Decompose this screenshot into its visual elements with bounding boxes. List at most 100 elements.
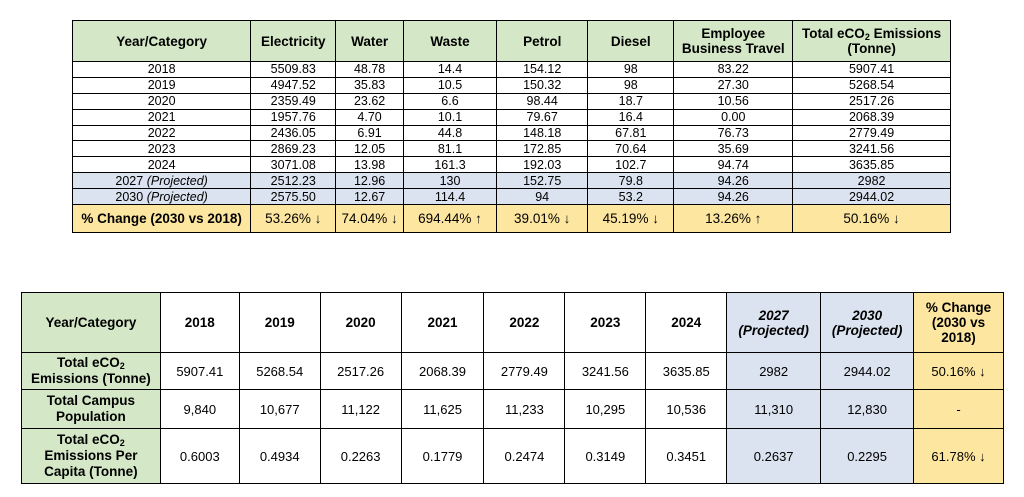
cell-travel: 10.56 xyxy=(673,92,794,110)
cell-waste: 81.1 xyxy=(402,140,498,158)
table-row: 2021 1957.76 4.70 10.1 79.67 16.4 0.00 2… xyxy=(71,108,951,126)
cell-value: 10,536 xyxy=(645,389,728,429)
cell-travel: 35.69 xyxy=(673,140,794,158)
cell-travel: 94.26 xyxy=(673,172,794,190)
cell-year: 2018 xyxy=(71,61,252,78)
table-row: 2020 2359.49 23.62 6.6 98.44 18.7 10.56 … xyxy=(71,92,951,110)
cell-year: 2023 xyxy=(71,140,252,158)
cell-value: 2779.49 xyxy=(483,352,566,390)
header-year-category: Year/Category xyxy=(71,20,252,62)
cell-value: 11,625 xyxy=(400,389,485,429)
cell-value: 0.3149 xyxy=(564,428,647,484)
cell-total: 2982 xyxy=(792,172,951,190)
cell-water: 12.67 xyxy=(335,188,404,206)
table-row: 2019 4947.52 35.83 10.5 150.32 98 27.30 … xyxy=(71,76,951,94)
table-row: Total eCO2 Emissions (Tonne) 5907.41 526… xyxy=(21,352,1004,390)
cell-year: 2019 xyxy=(71,76,252,94)
header-total-emissions: Total eCO2 Emissions (Tonne) xyxy=(792,20,951,62)
cell-travel: 0.00 xyxy=(673,108,794,126)
change-electricity: 53.26% ↓ xyxy=(250,204,337,234)
cell-value: 5268.54 xyxy=(238,352,321,390)
header-projected-year: 2030 (Projected) xyxy=(820,292,915,353)
cell-value: 0.2263 xyxy=(319,428,402,484)
cell-value: 3241.56 xyxy=(564,352,647,390)
change-diesel: 45.19% ↓ xyxy=(587,204,675,234)
header-petrol: Petrol xyxy=(496,20,589,62)
cell-value: 10,295 xyxy=(564,389,647,429)
cell-petrol: 172.85 xyxy=(496,140,589,158)
cell-travel: 76.73 xyxy=(673,124,794,142)
change-label: % Change (2030 vs 2018) xyxy=(71,204,252,234)
table-row: Total Campus Population 9,840 10,677 11,… xyxy=(21,389,1004,429)
cell-waste: 10.5 xyxy=(402,76,498,94)
cell-total: 3241.56 xyxy=(792,140,951,158)
cell-total: 5268.54 xyxy=(792,76,951,94)
percent-change-row: % Change (2030 vs 2018) 53.26% ↓ 74.04% … xyxy=(71,204,951,234)
cell-value: 11,233 xyxy=(483,389,566,429)
cell-year: 2027 (Projected) xyxy=(71,172,252,190)
cell-value: 3635.85 xyxy=(645,352,728,390)
change-water: 74.04% ↓ xyxy=(335,204,404,234)
table-row: 2023 2869.23 12.05 81.1 172.85 70.64 35.… xyxy=(71,140,951,158)
cell-projected: 12,830 xyxy=(820,389,915,429)
cell-water: 48.78 xyxy=(335,61,404,78)
header-percent-change: % Change (2030 vs 2018) xyxy=(913,292,1004,353)
cell-value: 5907.41 xyxy=(159,352,240,390)
cell-diesel: 67.81 xyxy=(587,124,675,142)
cell-petrol: 154.12 xyxy=(496,61,589,78)
cell-water: 6.91 xyxy=(335,124,404,142)
cell-total: 2517.26 xyxy=(792,92,951,110)
row-label: Total eCO2 Emissions Per Capita (Tonne) xyxy=(21,428,161,484)
cell-total: 5907.41 xyxy=(792,61,951,78)
cell-electricity: 4947.52 xyxy=(250,76,337,94)
cell-value: 0.2474 xyxy=(483,428,566,484)
header-year: 2019 xyxy=(238,292,321,353)
cell-waste: 114.4 xyxy=(402,188,498,206)
cell-waste: 161.3 xyxy=(402,156,498,174)
per-capita-emissions-table: Year/Category 2018 2019 2020 2021 2022 2… xyxy=(21,292,1004,484)
cell-water: 35.83 xyxy=(335,76,404,94)
header-year: 2020 xyxy=(319,292,402,353)
cell-electricity: 2359.49 xyxy=(250,92,337,110)
cell-value: 0.1779 xyxy=(400,428,485,484)
cell-value: 10,677 xyxy=(238,389,321,429)
cell-petrol: 79.67 xyxy=(496,108,589,126)
cell-value: 2517.26 xyxy=(319,352,402,390)
cell-diesel: 98 xyxy=(587,61,675,78)
table-header-row: Year/Category 2018 2019 2020 2021 2022 2… xyxy=(21,292,1004,353)
cell-projected: 2982 xyxy=(726,352,822,390)
cell-travel: 94.26 xyxy=(673,188,794,206)
header-electricity: Electricity xyxy=(250,20,337,62)
cell-petrol: 148.18 xyxy=(496,124,589,142)
cell-travel: 27.30 xyxy=(673,76,794,94)
cell-electricity: 2512.23 xyxy=(250,172,337,190)
cell-water: 13.98 xyxy=(335,156,404,174)
cell-electricity: 2869.23 xyxy=(250,140,337,158)
cell-electricity: 3071.08 xyxy=(250,156,337,174)
cell-year: 2022 xyxy=(71,124,252,142)
projected-row: 2027 (Projected) 2512.23 12.96 130 152.7… xyxy=(71,172,951,190)
table-row: 2024 3071.08 13.98 161.3 192.03 102.7 94… xyxy=(71,156,951,174)
cell-petrol: 152.75 xyxy=(496,172,589,190)
cell-waste: 14.4 xyxy=(402,61,498,78)
cell-projected: 11,310 xyxy=(726,389,822,429)
cell-diesel: 18.7 xyxy=(587,92,675,110)
cell-change: - xyxy=(913,389,1004,429)
header-year: 2018 xyxy=(159,292,240,353)
cell-waste: 44.8 xyxy=(402,124,498,142)
cell-petrol: 94 xyxy=(496,188,589,206)
cell-value: 11,122 xyxy=(319,389,402,429)
cell-year: 2030 (Projected) xyxy=(71,188,252,206)
header-year: 2022 xyxy=(483,292,566,353)
header-projected-year: 2027 (Projected) xyxy=(726,292,822,353)
cell-year: 2021 xyxy=(71,108,252,126)
header-waste: Waste xyxy=(402,20,498,62)
cell-travel: 94.74 xyxy=(673,156,794,174)
cell-diesel: 16.4 xyxy=(587,108,675,126)
cell-change: 50.16% ↓ xyxy=(913,352,1004,390)
cell-diesel: 79.8 xyxy=(587,172,675,190)
header-business-travel: Employee Business Travel xyxy=(673,20,794,62)
table-row: 2018 5509.83 48.78 14.4 154.12 98 83.22 … xyxy=(71,61,951,78)
header-year: 2023 xyxy=(564,292,647,353)
cell-projected: 0.2637 xyxy=(726,428,822,484)
